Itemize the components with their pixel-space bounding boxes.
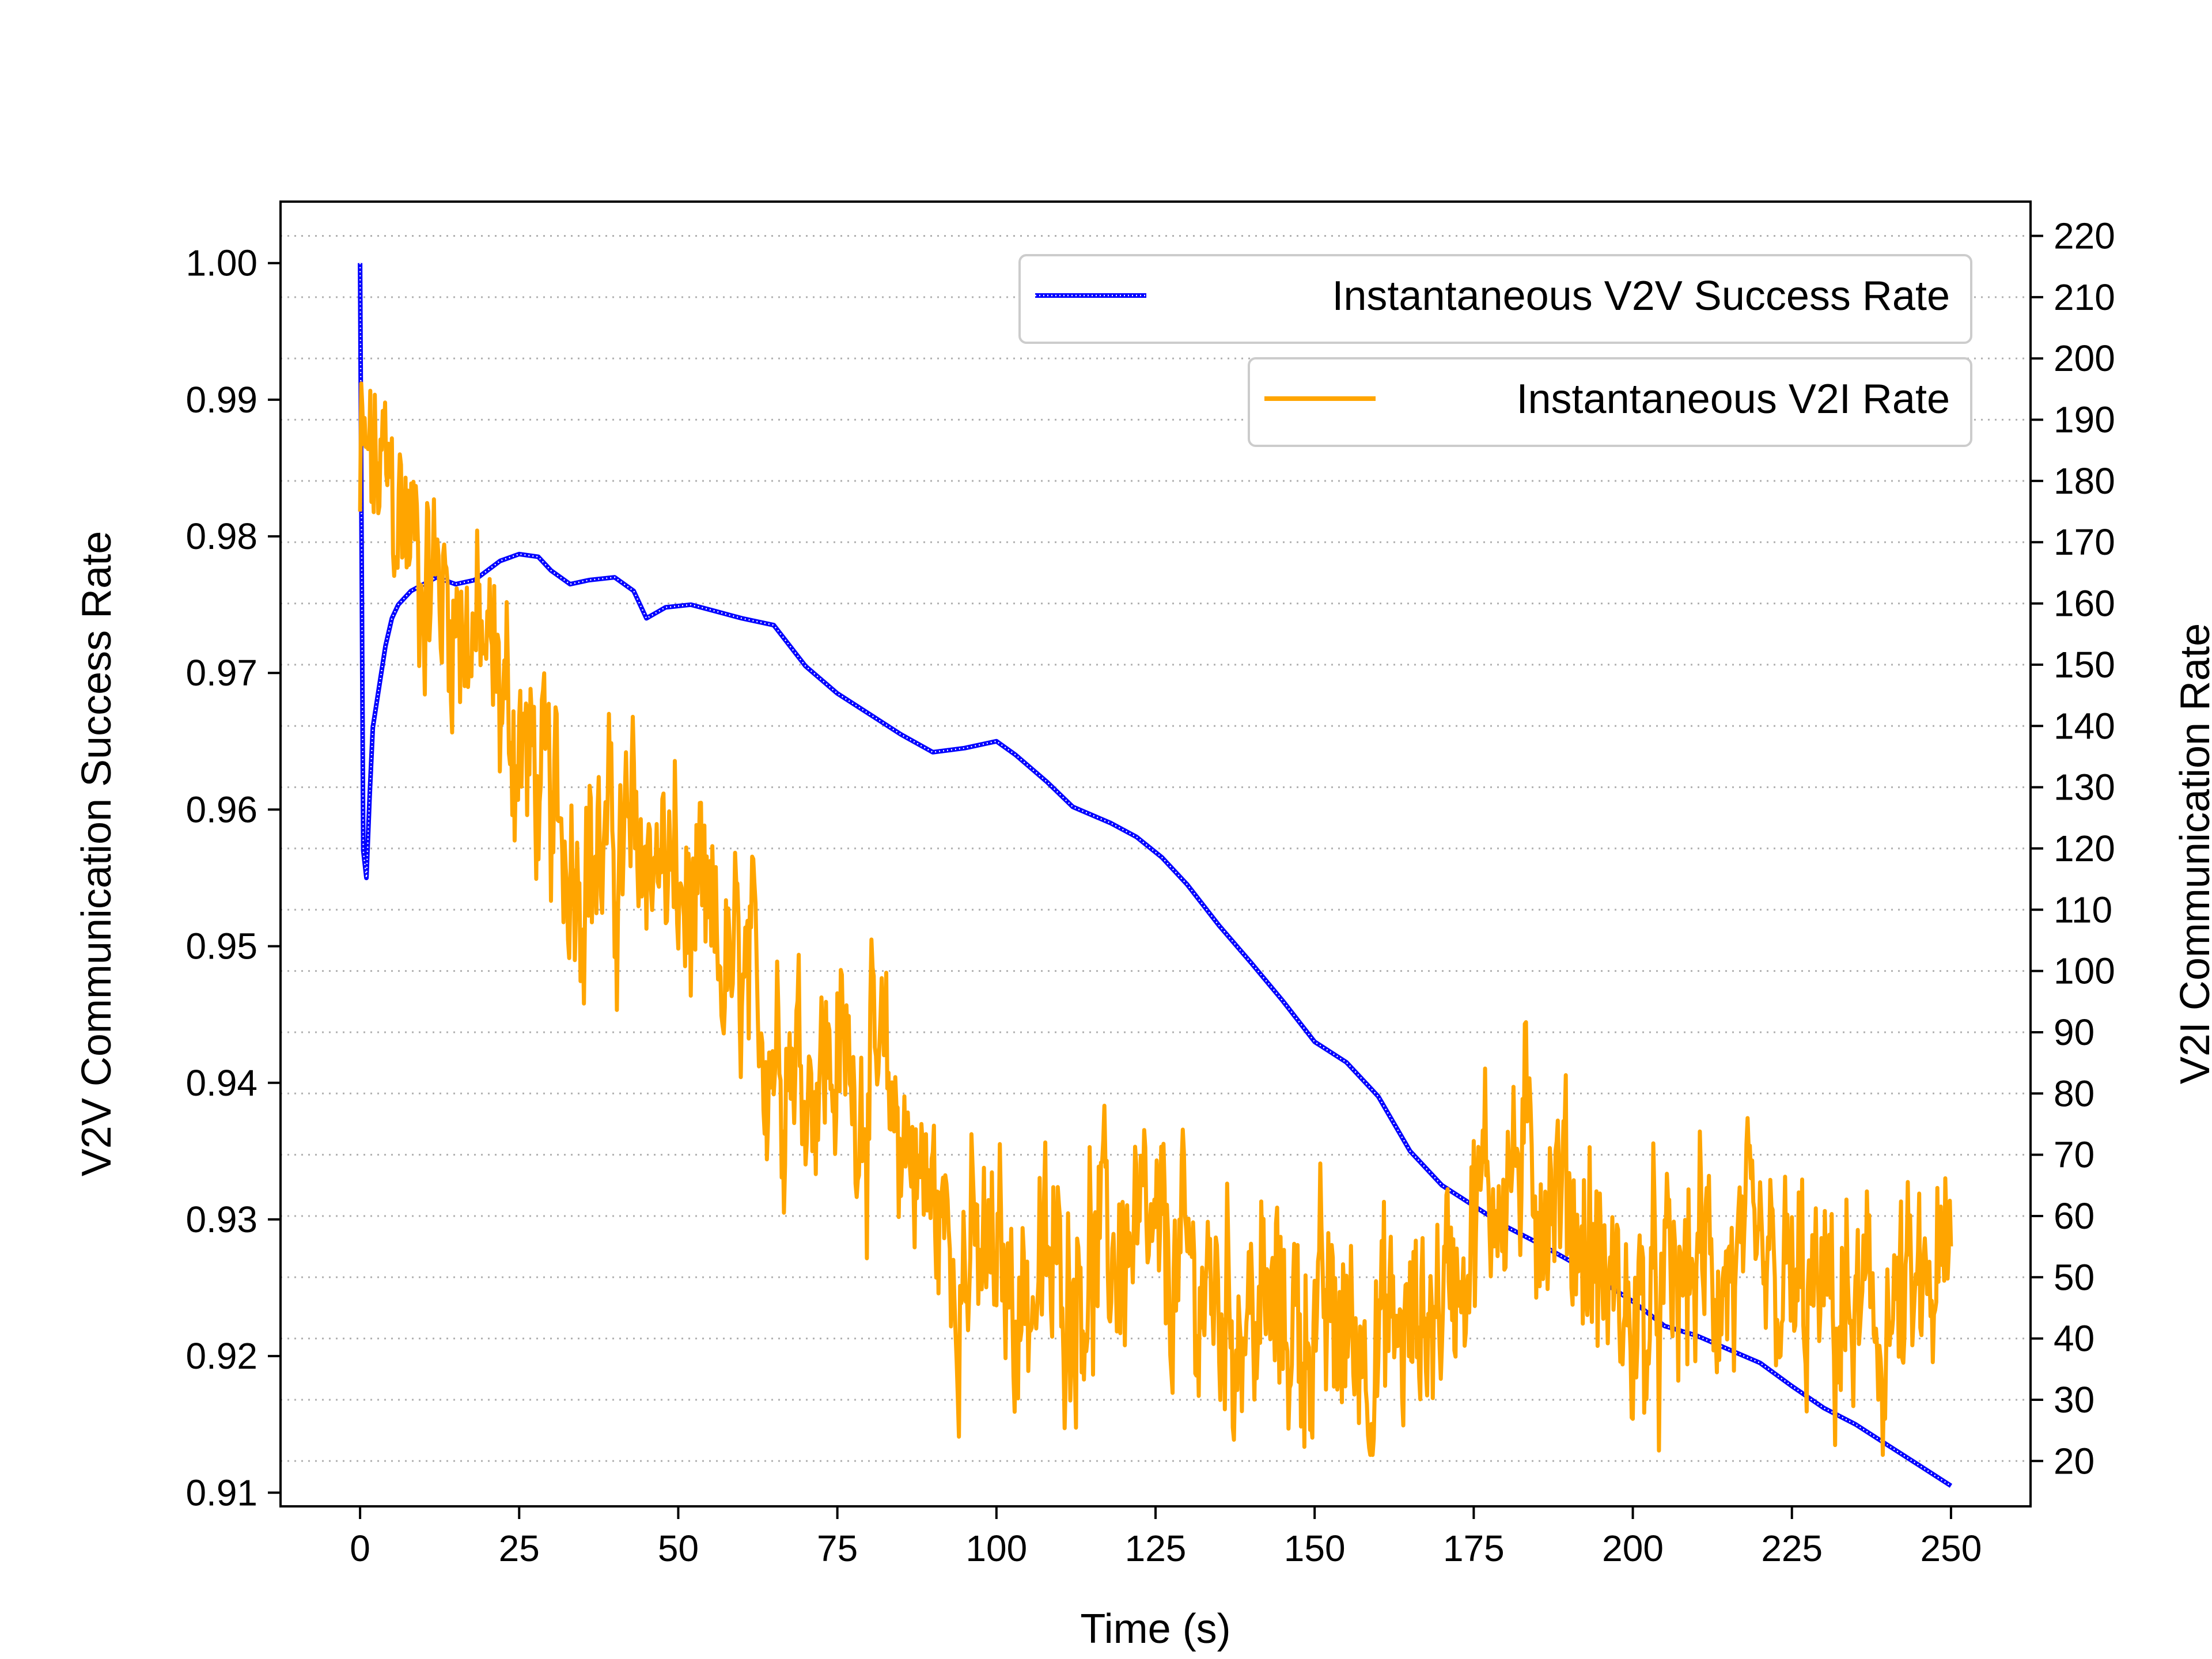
left-y-axis: 0.91 0.92 0.93 0.94 0.95 0.96 0.97 0.98 0.99 1.00	[185, 243, 281, 1513]
y-tick-label: 0.98	[185, 516, 257, 557]
legend-v2v: Instantaneous V2V Success Rate	[1018, 254, 1972, 344]
x-tick-label: 125	[1125, 1528, 1187, 1569]
y2-tick-label: 200	[2054, 338, 2115, 379]
legend-v2v-label: Instantaneous V2V Success Rate	[1332, 273, 1950, 319]
y2-tick-label: 50	[2054, 1256, 2094, 1298]
x-tick-label: 50	[658, 1528, 699, 1569]
y2-tick-label: 40	[2054, 1318, 2094, 1359]
x-axis-title: Time (s)	[1080, 1606, 1230, 1652]
x-tick-label: 75	[817, 1528, 858, 1569]
y2-tick-label: 140	[2054, 705, 2115, 747]
y2-tick-label: 30	[2054, 1379, 2094, 1421]
legend-v2v-box	[1018, 254, 1972, 344]
y2-tick-label: 120	[2054, 828, 2115, 869]
y2-tick-label: 100	[2054, 950, 2115, 992]
x-tick-label: 0	[350, 1528, 370, 1569]
y-tick-label: 0.99	[185, 379, 257, 421]
y-tick-label: 1.00	[185, 243, 257, 284]
y-tick-label: 0.97	[185, 652, 257, 694]
y2-tick-label: 190	[2054, 399, 2115, 441]
y-tick-label: 0.96	[185, 789, 257, 830]
x-tick-label: 100	[965, 1528, 1027, 1569]
series-v2i-line	[358, 381, 1953, 1457]
y2-tick-label: 180	[2054, 460, 2115, 502]
y2-tick-label: 70	[2054, 1134, 2094, 1176]
grid-lines	[281, 235, 2031, 1462]
y-tick-label: 0.93	[185, 1199, 257, 1240]
y2-tick-label: 220	[2054, 215, 2115, 257]
y2-tick-label: 210	[2054, 276, 2115, 318]
y2-tick-label: 60	[2054, 1195, 2094, 1237]
x-tick-label: 150	[1284, 1528, 1346, 1569]
legend-v2i-box	[1248, 357, 1972, 447]
legend-v2i-label: Instantaneous V2I Rate	[1516, 376, 1950, 422]
legend-v2i: Instantaneous V2I Rate	[1248, 357, 1972, 447]
x-tick-label: 225	[1761, 1528, 1823, 1569]
y2-tick-label: 90	[2054, 1012, 2094, 1053]
y2-tick-label: 130	[2054, 767, 2115, 808]
y2-tick-label: 160	[2054, 583, 2115, 624]
y2-tick-label: 170	[2054, 521, 2115, 563]
x-axis: 0 25 50 75 100 125 150 175 200 225 250	[350, 1506, 1982, 1569]
y-tick-label: 0.94	[185, 1062, 257, 1104]
x-tick-label: 250	[1921, 1528, 1982, 1569]
y-tick-label: 0.95	[185, 926, 257, 967]
x-tick-label: 25	[499, 1528, 540, 1569]
y2-tick-label: 150	[2054, 644, 2115, 685]
y2-tick-label: 20	[2054, 1440, 2094, 1482]
right-y-axis: 20 30 40 50 60 70 80 90 100 110 120 130 140 150 160 170…	[2031, 215, 2115, 1482]
y-axis-right-title: V2I Communication Rate	[2172, 623, 2212, 1084]
y2-tick-label: 80	[2054, 1073, 2094, 1114]
plot-lines	[358, 263, 1953, 1488]
y-axis-title: V2V Communication Success Rate	[74, 531, 120, 1177]
x-tick-label: 200	[1602, 1528, 1664, 1569]
x-tick-label: 175	[1443, 1528, 1505, 1569]
y-tick-label: 0.91	[185, 1472, 257, 1513]
y-tick-label: 0.92	[185, 1335, 257, 1377]
y2-tick-label: 110	[2054, 889, 2112, 930]
